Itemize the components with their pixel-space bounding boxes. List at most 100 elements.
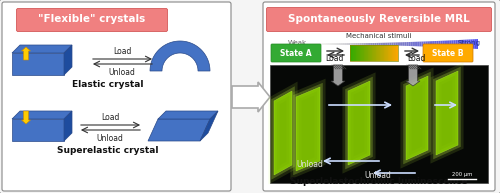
- Polygon shape: [440, 44, 442, 47]
- Polygon shape: [378, 44, 380, 45]
- Polygon shape: [412, 42, 414, 44]
- FancyArrow shape: [331, 65, 345, 86]
- Polygon shape: [352, 43, 354, 44]
- Polygon shape: [358, 44, 360, 45]
- Polygon shape: [350, 44, 352, 45]
- Polygon shape: [158, 111, 218, 119]
- Polygon shape: [459, 40, 461, 44]
- Bar: [392, 45, 393, 61]
- Bar: [351, 45, 352, 61]
- Text: Mechanical stimuli: Mechanical stimuli: [346, 33, 412, 39]
- Bar: [366, 45, 367, 61]
- FancyArrow shape: [406, 65, 420, 86]
- Polygon shape: [450, 40, 452, 44]
- Polygon shape: [436, 44, 438, 47]
- Polygon shape: [397, 42, 399, 44]
- Polygon shape: [454, 40, 456, 44]
- Polygon shape: [446, 41, 448, 44]
- Polygon shape: [416, 44, 418, 46]
- FancyBboxPatch shape: [271, 44, 321, 62]
- Polygon shape: [470, 39, 472, 44]
- Polygon shape: [444, 41, 446, 44]
- Polygon shape: [382, 44, 384, 45]
- Bar: [373, 45, 374, 61]
- Bar: [397, 45, 398, 61]
- Polygon shape: [386, 44, 388, 45]
- Polygon shape: [390, 43, 392, 44]
- Polygon shape: [427, 44, 429, 47]
- Polygon shape: [414, 42, 416, 44]
- Polygon shape: [454, 44, 456, 48]
- Polygon shape: [414, 44, 416, 46]
- Polygon shape: [367, 43, 369, 44]
- Bar: [356, 45, 357, 61]
- Polygon shape: [476, 39, 478, 44]
- Polygon shape: [446, 44, 448, 47]
- Bar: [391, 45, 392, 61]
- Polygon shape: [360, 44, 362, 45]
- Text: Load: Load: [325, 54, 343, 63]
- Bar: [383, 45, 384, 61]
- Bar: [389, 45, 390, 61]
- Bar: [394, 45, 395, 61]
- FancyBboxPatch shape: [16, 8, 168, 31]
- Bar: [359, 45, 360, 61]
- Polygon shape: [465, 40, 466, 44]
- Polygon shape: [456, 40, 458, 44]
- Polygon shape: [452, 44, 454, 48]
- Polygon shape: [356, 43, 358, 44]
- Polygon shape: [399, 42, 401, 44]
- Bar: [381, 45, 382, 61]
- Bar: [379, 45, 380, 61]
- Polygon shape: [384, 44, 386, 45]
- Bar: [353, 45, 354, 61]
- Bar: [385, 45, 386, 61]
- Polygon shape: [436, 41, 438, 44]
- Polygon shape: [465, 44, 466, 48]
- Polygon shape: [372, 44, 374, 45]
- Polygon shape: [350, 43, 352, 44]
- Polygon shape: [378, 43, 380, 44]
- Polygon shape: [364, 43, 365, 44]
- Polygon shape: [380, 44, 382, 45]
- Bar: [358, 45, 359, 61]
- Polygon shape: [390, 44, 392, 45]
- Text: Elastic crystal: Elastic crystal: [72, 80, 144, 89]
- Polygon shape: [476, 44, 478, 49]
- Polygon shape: [442, 44, 444, 47]
- Bar: [370, 45, 371, 61]
- Text: Unload: Unload: [96, 134, 124, 143]
- Text: Weak: Weak: [288, 40, 307, 46]
- Polygon shape: [362, 44, 364, 45]
- Polygon shape: [382, 43, 384, 44]
- Polygon shape: [422, 41, 424, 44]
- Polygon shape: [348, 43, 350, 44]
- Polygon shape: [360, 43, 362, 44]
- Text: Load: Load: [113, 47, 131, 56]
- Polygon shape: [401, 44, 403, 46]
- Polygon shape: [420, 41, 422, 44]
- Polygon shape: [392, 42, 394, 44]
- Polygon shape: [456, 44, 458, 48]
- Bar: [388, 45, 389, 61]
- Polygon shape: [420, 44, 422, 46]
- Bar: [364, 45, 365, 61]
- Text: Superlelastochromic luminescence: Superlelastochromic luminescence: [290, 177, 468, 186]
- Polygon shape: [463, 40, 465, 44]
- Polygon shape: [388, 43, 390, 44]
- Bar: [371, 45, 372, 61]
- Polygon shape: [458, 44, 459, 48]
- Text: State B: State B: [432, 48, 464, 58]
- FancyBboxPatch shape: [2, 2, 231, 191]
- Polygon shape: [404, 44, 406, 46]
- Polygon shape: [200, 111, 218, 141]
- Text: Load: Load: [407, 54, 425, 63]
- Polygon shape: [431, 41, 433, 44]
- Polygon shape: [296, 87, 320, 171]
- Polygon shape: [376, 43, 378, 44]
- Polygon shape: [374, 44, 376, 45]
- Polygon shape: [472, 39, 474, 44]
- Polygon shape: [371, 44, 372, 45]
- Bar: [369, 45, 370, 61]
- Polygon shape: [435, 41, 436, 44]
